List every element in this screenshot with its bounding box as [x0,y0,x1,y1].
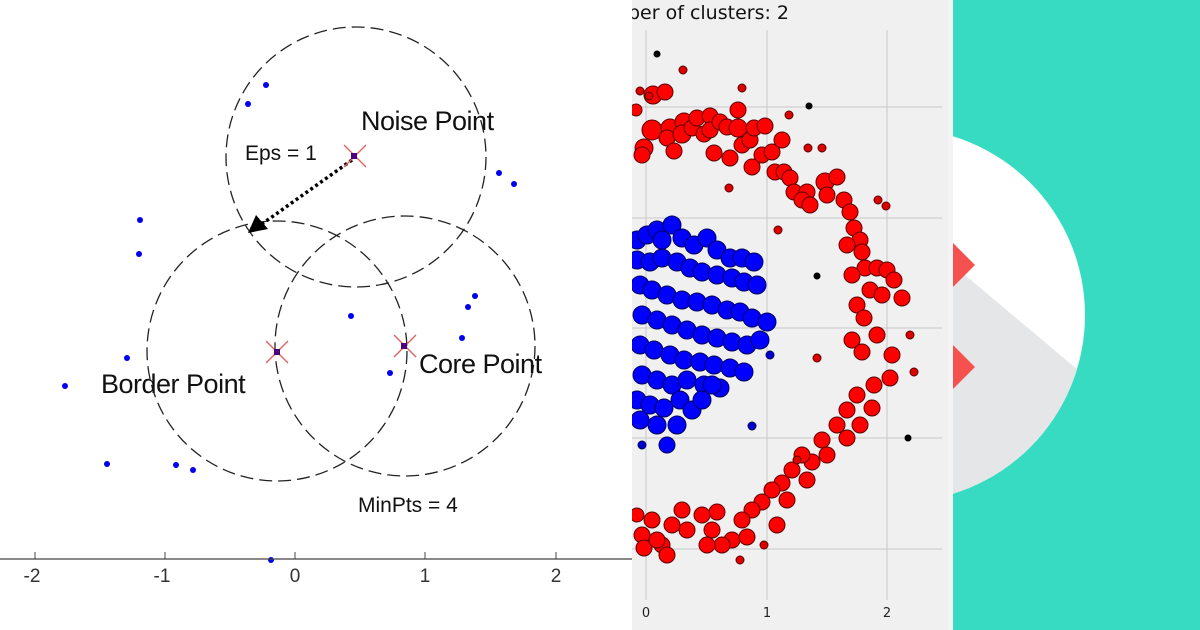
eps-label: Eps = 1 [245,142,317,165]
border-point-marker [265,340,289,364]
eps-circle-core [274,215,536,477]
dbscan-diagram-panel: Noise Point Eps = 1 Border Point Core Po… [0,26,632,587]
decorative-graphic-canvas [953,136,1085,502]
scatter-title: ber of clusters: 2 [632,2,789,24]
chevron-right-icon [953,243,975,287]
x-tick-label: 2 [882,606,892,621]
eps-circle-noise [225,26,487,288]
chevron-right-icon [953,345,975,389]
minpts-label: MinPts = 4 [358,494,458,517]
decorative-graphic-panel [953,0,1200,630]
blue-border-points [637,350,775,450]
x-tick-label: 0 [641,606,651,621]
core-point-label: Core Point [419,349,542,379]
x-tick-label: 1 [419,566,431,587]
x-tick-label: 2 [550,566,562,587]
red-border-points [635,65,919,565]
eps-circle-border [146,220,408,482]
x-tick-label: 1 [762,606,772,621]
noise-point-marker [343,144,367,168]
noise-points [653,50,912,442]
cluster-scatter-panel: ber of clusters: 2 0 1 2 [632,0,948,630]
x-tick-label: -1 [153,566,171,587]
eps-arrow [248,158,354,233]
dbscan-diagram-canvas [0,26,632,563]
cluster-scatter-canvas [632,30,942,600]
border-point-label: Border Point [101,369,246,399]
blue-cluster-points [632,215,777,454]
noise-point-label: Noise Point [361,106,494,136]
core-point-marker [393,334,417,358]
panel-divider [948,0,953,630]
data-points [62,82,517,563]
x-axis [0,552,632,560]
x-tick-label: 0 [289,566,301,587]
red-cluster-points [632,83,911,564]
x-tick-label: -2 [23,566,41,587]
